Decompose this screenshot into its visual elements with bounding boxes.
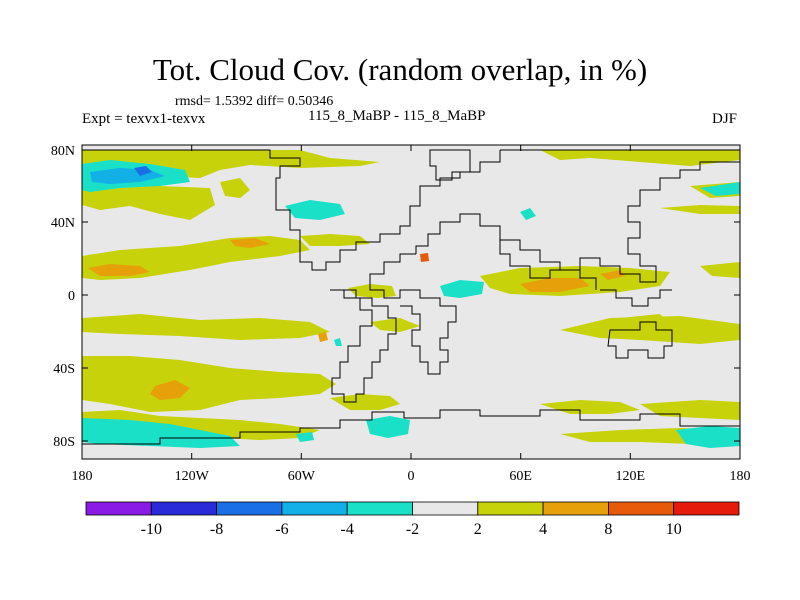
lon-tick-label: 180 (730, 469, 751, 484)
anomaly-core-africa (420, 253, 429, 262)
anomaly-fill-neg-antarctic-west (82, 418, 240, 448)
colorbar-swatch (346, 501, 413, 516)
anomaly-fill-n-america-east (220, 178, 250, 198)
colorbar-label: 4 (539, 521, 547, 538)
anomaly-fill-s-indian (560, 316, 740, 344)
lat-tick-label: 80S (53, 435, 75, 450)
lon-axis: 180 120W 60W 0 60E 120E 180 (72, 145, 751, 484)
anomaly-fill-neg-arctic-peak (134, 166, 152, 176)
case-label: 115_8_MaBP - 115_8_MaBP (308, 108, 486, 124)
anomaly-fill-neg-antarctic-east (676, 426, 740, 448)
anomaly-fill-w-pacific (700, 262, 740, 278)
lat-tick-label: 40S (53, 362, 75, 377)
anomaly-fill-s-pacific-convergence (82, 314, 330, 340)
anomaly-fill-neg-antarctic-small (296, 432, 314, 442)
coastline-australia (607, 321, 673, 359)
colorbar-label: 2 (474, 521, 482, 538)
coastline-antarctica (82, 409, 740, 445)
coastline-north-america (82, 149, 501, 271)
lon-tick-label: 180 (72, 469, 93, 484)
coastline-south-america (330, 289, 397, 403)
lat-axis: 80N 40N 0 40S 80S (51, 144, 740, 450)
anomaly-core-pacific-itcz (88, 264, 150, 276)
coastlines (82, 149, 740, 445)
colorbar-label: -2 (406, 521, 419, 538)
lon-tick-label: 120W (175, 469, 210, 484)
anomaly-fill-neg-siberia (700, 182, 740, 196)
anomaly-core-indian (520, 278, 590, 292)
colorbar-swatch (216, 501, 283, 516)
anomaly-fill-neg-e-africa (440, 280, 484, 298)
coastline-eurasia (415, 149, 740, 283)
anomaly-fill-neg-antarctic-atlantic (366, 416, 410, 438)
lon-tick-label: 60W (288, 469, 316, 484)
colorbar-label: 8 (604, 521, 612, 538)
colorbar-label: -4 (341, 521, 354, 538)
colorbar-label: -6 (275, 521, 288, 538)
colorbar-swatch (608, 501, 675, 516)
anomaly-fill-north-atlantic (540, 150, 740, 166)
colorbar-swatch (281, 501, 348, 516)
colorbar-swatch (673, 501, 740, 516)
anomaly-fill-neg-s-america (334, 338, 342, 346)
colorbar: -10 -8 -6 -4 -2 2 4 8 10 (85, 501, 740, 538)
colorbar-swatch (477, 501, 544, 516)
experiment-label: Expt = texvx1-texvx (82, 111, 206, 127)
lat-tick-label: 0 (68, 289, 75, 304)
lon-tick-label: 0 (408, 469, 415, 484)
coastline-greenland (429, 149, 471, 181)
anomaly-fill-caribbean (300, 234, 370, 246)
anomaly-fill-s-atlantic (370, 318, 420, 332)
coastline-maritime-continent (600, 289, 672, 307)
colorbar-swatch (150, 501, 218, 516)
colorbar-swatch (412, 501, 479, 516)
lon-tick-label: 60E (509, 469, 532, 484)
anomaly-core-s-pacific (318, 332, 328, 342)
coastline-arabia-india (480, 225, 597, 290)
colorbar-label: -10 (141, 521, 162, 538)
anomaly-fill-southern-ocean-east (640, 400, 740, 420)
anomaly-fill-southern-pacific (82, 356, 336, 412)
anomaly-fill-neg-atlantic (285, 200, 345, 220)
season-label: DJF (712, 111, 738, 127)
anomaly-fill-n-europe (660, 205, 740, 214)
anomaly-core-indian-east (600, 270, 625, 280)
colorbar-swatch (542, 501, 609, 516)
coastline-africa (369, 253, 457, 375)
lon-tick-label: 120E (616, 469, 646, 484)
colorbar-label: 10 (666, 521, 682, 538)
anomaly-fill-neg-europe (520, 208, 536, 220)
lat-tick-label: 80N (51, 144, 75, 159)
colorbar-label: -8 (210, 521, 223, 538)
lat-tick-label: 40N (51, 216, 75, 231)
anomaly-core-southern-pacific (150, 380, 190, 400)
colorbar-swatch (85, 501, 152, 516)
stats-label: rmsd= 1.5392 diff= 0.50346 (175, 94, 334, 109)
plot-title: Tot. Cloud Cov. (random overlap, in %) (152, 52, 648, 87)
anomaly-core-caribbean (230, 238, 270, 248)
anomaly-fill-s-atlantic-south (330, 394, 400, 410)
